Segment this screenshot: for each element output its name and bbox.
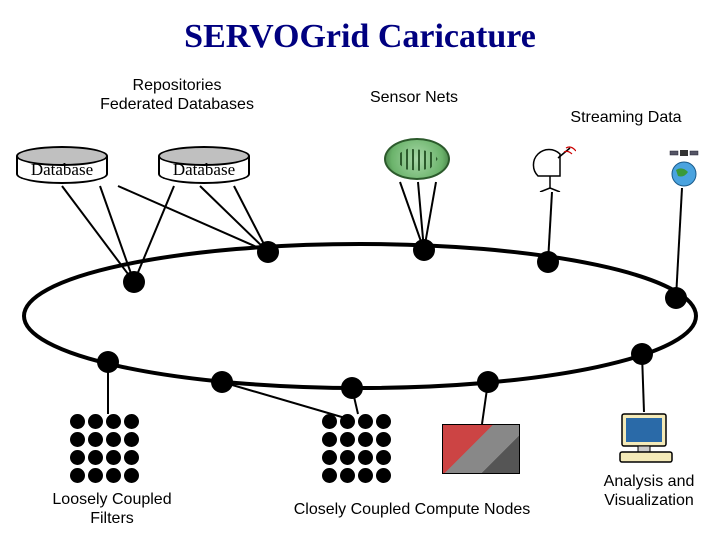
database-label-2: Database	[158, 160, 250, 180]
database-icon-2: Database	[158, 146, 250, 188]
label-closely-coupled-text: Closely Coupled Compute Nodes	[294, 501, 531, 518]
label-loosely-coupled-text: Loosely Coupled Filters	[52, 491, 171, 527]
compute-photo-icon	[442, 424, 520, 474]
loosely-coupled-grid-icon	[70, 414, 140, 484]
label-analysis: Analysis and Visualization	[584, 472, 714, 510]
database-icon-1: Database	[16, 146, 108, 188]
satellite-dish-icon	[530, 146, 576, 192]
label-loosely-coupled: Loosely Coupled Filters	[32, 490, 192, 528]
sensor-map-icon	[384, 138, 450, 180]
closely-coupled-grid-icon	[322, 414, 392, 484]
label-closely-coupled: Closely Coupled Compute Nodes	[262, 500, 562, 519]
monitor-icon	[616, 412, 676, 466]
satellite-globe-icon	[664, 148, 704, 188]
label-analysis-text: Analysis and Visualization	[604, 473, 695, 509]
database-label-1: Database	[16, 160, 108, 180]
